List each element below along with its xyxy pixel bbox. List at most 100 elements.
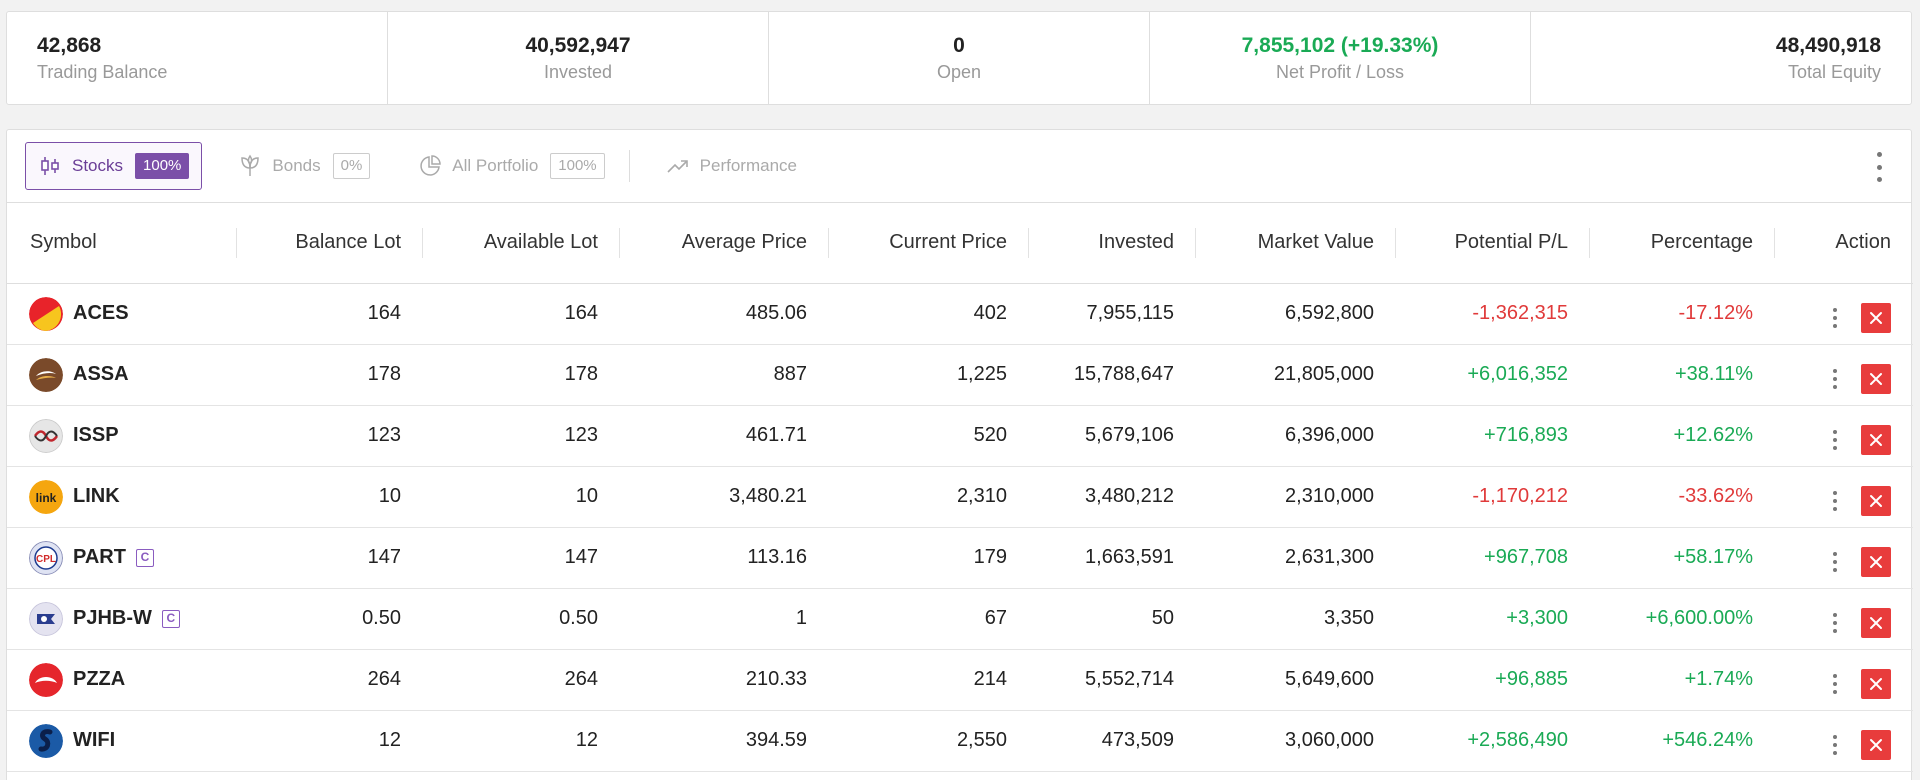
available-lot-cell: 178: [423, 344, 620, 406]
action-cell: [1775, 527, 1913, 589]
stock-logo-icon: [29, 418, 63, 453]
invested-cell: 5,679,106: [1029, 405, 1196, 467]
remove-button[interactable]: [1861, 607, 1891, 638]
close-icon: [1870, 677, 1882, 690]
invested-cell: 15,788,647: [1029, 344, 1196, 406]
available-lot-cell: 0.50: [423, 588, 620, 650]
potential-pl-cell: +967,708: [1396, 527, 1590, 589]
holdings-table: Symbol Balance Lot Available Lot Average…: [7, 203, 1913, 772]
summary-total-equity: 48,490,918 Total Equity: [1531, 12, 1911, 104]
row-menu-icon[interactable]: [1831, 490, 1839, 511]
table-row[interactable]: ASSA 178 178 887 1,225 15,788,647 21,805…: [7, 344, 1913, 406]
column-header[interactable]: Potential P/L: [1396, 203, 1590, 284]
average-price-cell: 113.16: [620, 527, 829, 589]
table-row[interactable]: ISSP 123 123 461.71 520 5,679,106 6,396,…: [7, 405, 1913, 467]
percentage-cell: -33.62%: [1590, 466, 1775, 528]
row-menu-icon[interactable]: [1831, 368, 1839, 389]
tab-stocks[interactable]: Stocks 100%: [25, 142, 203, 190]
table-row[interactable]: WIFI 12 12 394.59 2,550 473,509 3,060,00…: [7, 710, 1913, 772]
stock-logo-icon: [29, 296, 63, 331]
column-header[interactable]: Invested: [1029, 203, 1196, 284]
table-row[interactable]: PZZA 264 264 210.33 214 5,552,714 5,649,…: [7, 649, 1913, 711]
stock-ticker[interactable]: PJHB-W: [73, 607, 152, 629]
remove-button[interactable]: [1861, 302, 1891, 333]
symbol-cell[interactable]: PZZA: [7, 649, 237, 711]
action-cell: [1775, 710, 1913, 772]
invested-cell: 473,509: [1029, 710, 1196, 772]
symbol-cell[interactable]: PJHB-W C: [7, 588, 237, 650]
row-menu-icon[interactable]: [1831, 734, 1839, 755]
market-value-cell: 3,350: [1196, 588, 1396, 650]
stock-ticker[interactable]: WIFI: [73, 729, 116, 751]
row-menu-icon[interactable]: [1831, 429, 1839, 450]
table-header-row: Symbol Balance Lot Available Lot Average…: [7, 203, 1913, 284]
stock-ticker[interactable]: ASSA: [73, 363, 129, 385]
potential-pl-cell: +96,885: [1396, 649, 1590, 711]
summary-value: 48,490,918: [1775, 34, 1881, 57]
summary-value: 7,855,102 (+19.33%): [1241, 34, 1439, 57]
tab-badge: 100%: [135, 153, 190, 179]
available-lot-cell: 123: [423, 405, 620, 467]
tab-bonds[interactable]: Bonds 0%: [226, 142, 382, 190]
column-header[interactable]: Symbol: [7, 203, 237, 284]
symbol-cell[interactable]: ACES: [7, 283, 237, 345]
tab-divider: [628, 150, 630, 182]
stock-ticker[interactable]: ISSP: [73, 424, 119, 446]
invested-cell: 7,955,115: [1029, 283, 1196, 345]
column-header[interactable]: Market Value: [1196, 203, 1396, 284]
remove-button[interactable]: [1861, 485, 1891, 516]
average-price-cell: 394.59: [620, 710, 829, 772]
tab-performance[interactable]: Performance: [654, 142, 809, 190]
row-menu-icon[interactable]: [1831, 673, 1839, 694]
table-row[interactable]: ACES 164 164 485.06 402 7,955,115 6,592,…: [7, 283, 1913, 345]
symbol-cell[interactable]: WIFI: [7, 710, 237, 772]
balance-lot-cell: 123: [237, 405, 423, 467]
symbol-cell[interactable]: link LINK: [7, 466, 237, 528]
row-menu-icon[interactable]: [1831, 551, 1839, 572]
remove-button[interactable]: [1861, 546, 1891, 577]
symbol-cell[interactable]: ISSP: [7, 405, 237, 467]
column-header[interactable]: Balance Lot: [237, 203, 423, 284]
remove-button[interactable]: [1861, 363, 1891, 394]
symbol-cell[interactable]: ASSA: [7, 344, 237, 406]
stock-ticker[interactable]: ACES: [73, 302, 129, 324]
percentage-cell: +58.17%: [1590, 527, 1775, 589]
tab-all-portfolio[interactable]: All Portfolio 100%: [406, 142, 616, 190]
available-lot-cell: 264: [423, 649, 620, 711]
stock-logo-icon: [29, 357, 63, 392]
remove-button[interactable]: [1861, 668, 1891, 699]
candlestick-icon: [38, 154, 62, 178]
column-header[interactable]: Percentage: [1590, 203, 1775, 284]
average-price-cell: 210.33: [620, 649, 829, 711]
action-cell: [1775, 588, 1913, 650]
stock-logo-icon: [29, 601, 63, 636]
stock-ticker[interactable]: PART: [73, 546, 126, 568]
column-header[interactable]: Average Price: [620, 203, 829, 284]
balance-lot-cell: 0.50: [237, 588, 423, 650]
available-lot-cell: 10: [423, 466, 620, 528]
close-icon: [1870, 372, 1882, 385]
symbol-cell[interactable]: CPL PART C: [7, 527, 237, 589]
column-header: Action: [1775, 203, 1913, 284]
tab-label: All Portfolio: [452, 156, 539, 175]
stock-ticker[interactable]: PZZA: [73, 668, 126, 690]
percentage-cell: +1.74%: [1590, 649, 1775, 711]
trending-up-icon: [666, 154, 690, 178]
column-header[interactable]: Current Price: [829, 203, 1029, 284]
row-menu-icon[interactable]: [1831, 612, 1839, 633]
tab-badge: 0%: [332, 153, 371, 179]
table-row[interactable]: PJHB-W C 0.50 0.50 1 67 50 3,350 +3,300 …: [7, 588, 1913, 650]
more-options-icon[interactable]: [1873, 152, 1885, 182]
table-row[interactable]: CPL PART C 147 147 113.16 179 1,663,591 …: [7, 527, 1913, 589]
summary-trading-balance: 42,868 Trading Balance: [7, 12, 388, 104]
balance-lot-cell: 10: [237, 466, 423, 528]
close-icon: [1870, 433, 1882, 446]
summary-net-profit-loss: 7,855,102 (+19.33%) Net Profit / Loss: [1150, 12, 1531, 104]
table-row[interactable]: link LINK 10 10 3,480.21 2,310 3,480,212…: [7, 466, 1913, 528]
column-header[interactable]: Available Lot: [423, 203, 620, 284]
row-menu-icon[interactable]: [1831, 307, 1839, 328]
stock-ticker[interactable]: LINK: [73, 485, 120, 507]
average-price-cell: 3,480.21: [620, 466, 829, 528]
remove-button[interactable]: [1861, 424, 1891, 455]
remove-button[interactable]: [1861, 729, 1891, 760]
